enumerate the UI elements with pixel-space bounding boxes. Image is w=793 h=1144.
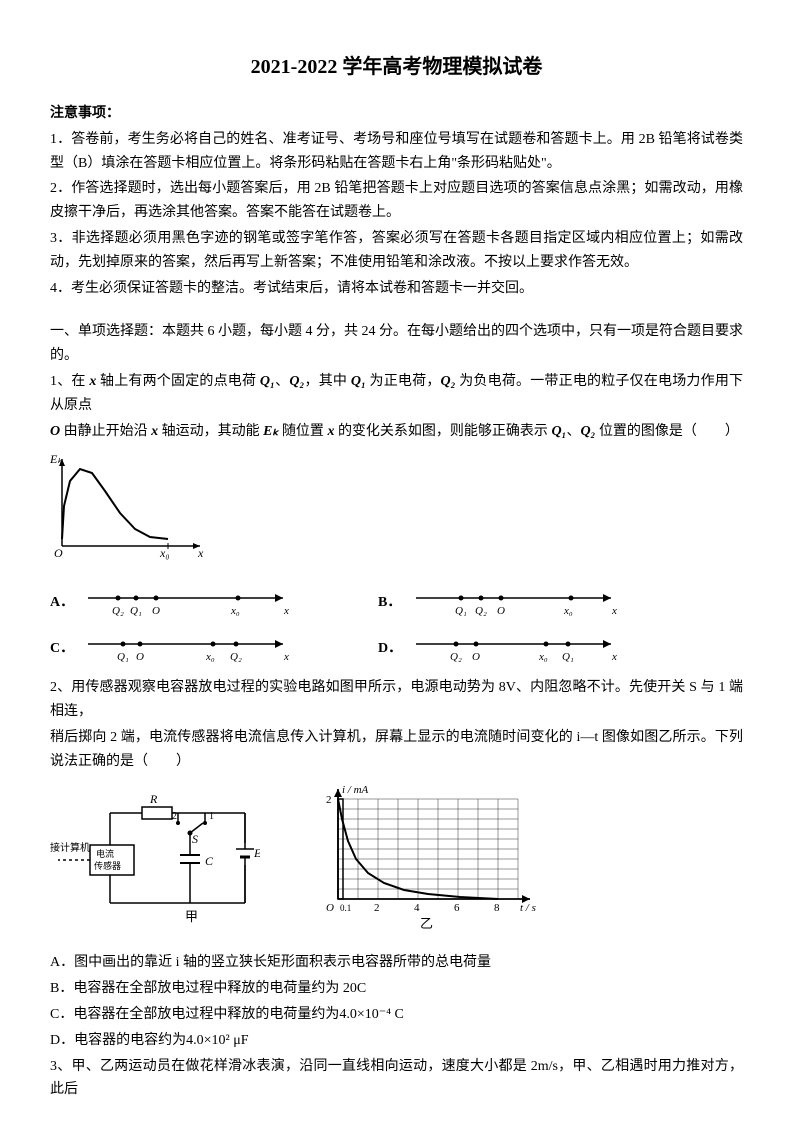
svg-text:Q₁: Q₁	[455, 605, 467, 617]
q1-ek-graph: Eₖ O x₀ x	[50, 451, 743, 570]
svg-text:1: 1	[209, 811, 214, 822]
section-header: 一、单项选择题：本题共 6 小题，每小题 4 分，共 24 分。在每小题给出的四…	[50, 320, 743, 368]
instructions-header: 注意事项：	[50, 102, 743, 126]
svg-text:Q₂: Q₂	[230, 651, 242, 663]
q2-figures: 电流 传感器 接计算机 R 2 1 S C	[50, 783, 743, 933]
q2-line1: 2、用传感器观察电容器放电过程的实验电路如图甲所示，电源电动势为 8V、内阻忽略…	[50, 676, 743, 724]
svg-text:6: 6	[454, 902, 460, 914]
choice-label: C．	[50, 637, 78, 661]
q2-line2: 稍后掷向 2 端，电流传感器将电流信息传入计算机，屏幕上显示的电流随时间变化的 …	[50, 726, 743, 774]
svg-text:x: x	[283, 651, 289, 663]
svg-text:O: O	[136, 651, 144, 663]
svg-text:2: 2	[326, 794, 332, 806]
svg-text:x₀: x₀	[230, 605, 240, 617]
svg-text:x: x	[283, 605, 289, 617]
svg-text:Q₂: Q₂	[450, 651, 462, 663]
svg-text:S: S	[192, 832, 198, 846]
instruction-item: 1．答卷前，考生务必将自己的姓名、准考证号、考场号和座位号填写在试题卷和答题卡上…	[50, 128, 743, 176]
section-1: 一、单项选择题：本题共 6 小题，每小题 4 分，共 24 分。在每小题给出的四…	[50, 320, 743, 1102]
svg-text:x: x	[197, 546, 204, 560]
svg-text:R: R	[149, 793, 158, 806]
svg-text:Q₁: Q₁	[117, 651, 129, 663]
svg-text:Q₂: Q₂	[475, 605, 487, 617]
svg-text:x: x	[611, 651, 617, 663]
svg-text:接计算机: 接计算机	[50, 841, 90, 854]
q1-line1: 1、在 x 轴上有两个固定的点电荷 Q₁、Q₂，其中 Q₁ 为正电荷，Q₂ 为负…	[50, 370, 743, 418]
q2-option-d: D．电容器的电容约为4.0×10² μF	[50, 1029, 743, 1053]
svg-text:O: O	[54, 546, 63, 560]
instruction-item: 4．考生必须保证答题卡的整洁。考试结束后，请将本试卷和答题卡一并交回。	[50, 277, 743, 301]
q1-choice-d-axis: Q₂ O x₀ Q₁ x	[406, 630, 626, 668]
svg-text:x₀: x₀	[205, 651, 215, 663]
svg-text:Eₖ: Eₖ	[50, 452, 63, 466]
q1-choice-row-cd: C． Q₁ O x₀ Q₂ x D． Q₂ O x₀ Q₁ x	[50, 630, 743, 668]
svg-text:O: O	[472, 651, 480, 663]
svg-text:O: O	[152, 605, 160, 617]
svg-text:x: x	[611, 605, 617, 617]
svg-text:E: E	[253, 846, 260, 860]
svg-text:Q₁: Q₁	[562, 651, 574, 663]
svg-text:2: 2	[374, 902, 380, 914]
svg-text:Q₁: Q₁	[130, 605, 142, 617]
svg-text:x₀: x₀	[563, 605, 573, 617]
instructions-block: 注意事项： 1．答卷前，考生务必将自己的姓名、准考证号、考场号和座位号填写在试题…	[50, 102, 743, 300]
q1-choice-a-axis: Q₂ Q₁ O x₀ x	[78, 584, 298, 622]
svg-text:乙: 乙	[420, 916, 433, 931]
svg-text:0.1: 0.1	[340, 903, 351, 913]
sensor-label: 电流	[96, 848, 114, 859]
svg-text:Q₂: Q₂	[112, 605, 124, 617]
q2-option-c: C．电容器在全部放电过程中释放的电荷量约为4.0×10⁻⁴ C	[50, 1003, 743, 1027]
q1-line2: O 由静止开始沿 x 轴运动，其动能 Eₖ 随位置 x 的变化关系如图，则能够正…	[50, 420, 743, 444]
svg-text:4: 4	[414, 902, 420, 914]
choice-label: D．	[378, 637, 406, 661]
instruction-item: 2．作答选择题时，选出每小题答案后，用 2B 铅笔把答题卡上对应题目选项的答案信…	[50, 177, 743, 225]
svg-text:2: 2	[172, 811, 177, 822]
q3-text: 3、甲、乙两运动员在做花样滑冰表演，沿同一直线相向运动，速度大小都是 2m/s，…	[50, 1055, 743, 1103]
choice-label: B．	[378, 591, 406, 615]
svg-text:甲: 甲	[185, 909, 198, 924]
svg-text:i / mA: i / mA	[342, 784, 369, 796]
q2-option-a: A．图中画出的靠近 i 轴的竖立狭长矩形面积表示电容器所带的总电荷量	[50, 951, 743, 975]
svg-text:O: O	[497, 605, 505, 617]
q2-circuit: 电流 传感器 接计算机 R 2 1 S C	[50, 793, 260, 933]
q1-choice-row-ab: A． Q₂ Q₁ O x₀ x B． Q₁ Q₂ O x₀ x	[50, 584, 743, 622]
instruction-item: 3．非选择题必须用黑色字迹的钢笔或签字笔作答，答案必须写在答题卡各题目指定区域内…	[50, 227, 743, 275]
svg-text:x₀: x₀	[538, 651, 548, 663]
q1-choice-c-axis: Q₁ O x₀ Q₂ x	[78, 630, 298, 668]
svg-text:t / s: t / s	[520, 902, 536, 914]
svg-text:8: 8	[494, 902, 500, 914]
choice-label: A．	[50, 591, 78, 615]
svg-text:O: O	[326, 902, 334, 914]
q2-chart: i / mA 2 O 0.1 2 4 6 8 t / s 乙	[320, 783, 540, 933]
q2-option-b: B．电容器在全部放电过程中释放的电荷量约为 20C	[50, 977, 743, 1001]
svg-text:传感器: 传感器	[94, 860, 121, 871]
q1-choice-b-axis: Q₁ Q₂ O x₀ x	[406, 584, 626, 622]
page-title: 2021-2022 学年高考物理模拟试卷	[50, 50, 743, 84]
svg-text:C: C	[205, 854, 214, 868]
